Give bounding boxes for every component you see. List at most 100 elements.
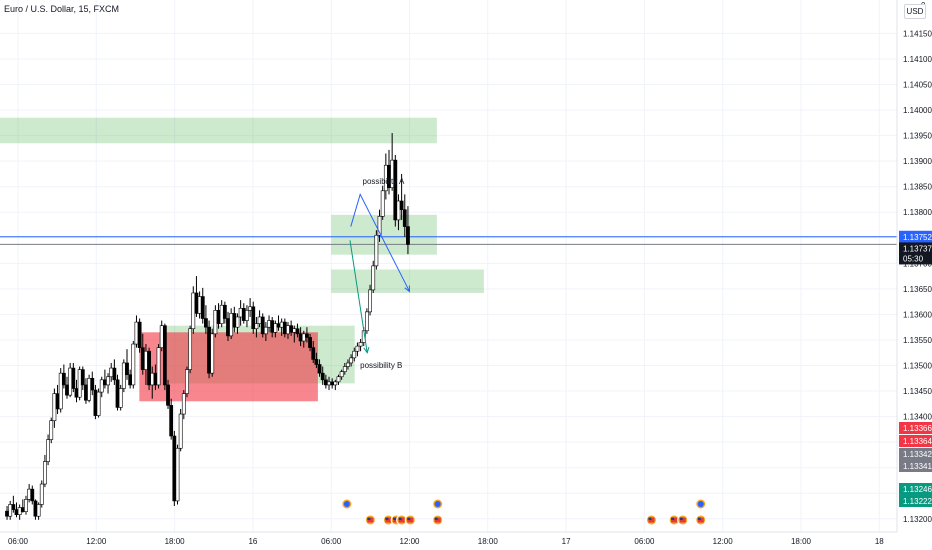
candle-body <box>99 379 104 393</box>
price-tick-label: 1.13450 <box>903 387 932 396</box>
candle-body <box>14 509 19 515</box>
candle-body <box>377 216 382 236</box>
candle-body <box>156 347 161 386</box>
flag-event-icon-canton <box>434 517 438 520</box>
price-tag-label: 1.13342 <box>903 450 932 459</box>
candle-body <box>121 362 126 389</box>
price-tick-label: 1.14050 <box>903 81 932 90</box>
globe-event-icon-inner <box>697 501 704 507</box>
price-tick-label: 1.13650 <box>903 285 932 294</box>
candle-body <box>295 328 300 335</box>
candle-body <box>36 504 41 517</box>
candle-body <box>292 328 297 333</box>
price-tag <box>899 460 932 472</box>
candle-body <box>301 333 306 342</box>
candle-body <box>185 369 189 394</box>
price-tick-label: 1.14100 <box>903 55 932 64</box>
price-tick-label: 1.13850 <box>903 183 932 192</box>
candle-body <box>346 362 350 367</box>
price-tick-label: 1.13900 <box>903 157 932 166</box>
price-tag <box>899 435 932 447</box>
time-tick-label: 18:00 <box>478 537 499 546</box>
candle-body <box>339 371 344 378</box>
candle-body <box>355 345 360 352</box>
candle-body <box>93 389 98 416</box>
green-zone[interactable] <box>331 214 437 255</box>
time-axis[interactable]: 06:00 12:00 18:00 16 06:00 12:00 18:00 17 06:00 1… <box>8 537 884 546</box>
candle-body <box>396 200 401 221</box>
candle-body <box>251 306 256 330</box>
time-tick-label: 17 <box>562 537 571 546</box>
candle-body <box>137 321 142 348</box>
candle-body <box>65 384 69 396</box>
candle-body <box>333 381 338 386</box>
candle-body <box>380 190 385 217</box>
candle-body <box>235 316 240 328</box>
drawing-arrow[interactable] <box>349 240 368 353</box>
candle-body <box>270 320 275 333</box>
candle-body <box>371 265 376 291</box>
candle-body <box>222 304 227 319</box>
candle-body <box>49 420 54 440</box>
zones-layer <box>0 117 484 402</box>
candle-body <box>46 439 50 462</box>
candle-body <box>109 367 114 378</box>
flag-event-icon-canton <box>671 517 675 520</box>
candle-body <box>115 379 120 408</box>
arrow-head <box>363 346 370 354</box>
candle-body <box>140 347 145 370</box>
candle-body <box>30 488 35 502</box>
candle-body <box>52 393 57 421</box>
grid-lines <box>0 0 897 532</box>
flag-event-icon-canton <box>697 517 701 520</box>
flag-event-icon-canton <box>407 517 411 520</box>
candle-body <box>238 307 243 318</box>
annotation-label[interactable]: possibility A <box>363 177 405 186</box>
time-tick-label: 12:00 <box>399 537 420 546</box>
candle-body <box>399 200 404 210</box>
candle-body <box>112 367 117 381</box>
price-tag <box>899 242 932 255</box>
candle-body <box>298 333 303 342</box>
candle-body <box>20 507 25 512</box>
candle-body <box>24 499 28 512</box>
candle-body <box>166 384 170 406</box>
candle-body <box>181 393 186 415</box>
candle-body <box>169 405 174 437</box>
candle-body <box>80 369 85 386</box>
drawing-arrow[interactable] <box>350 193 410 292</box>
green-zone[interactable] <box>331 269 484 293</box>
candle-body <box>68 367 73 396</box>
green-zone[interactable] <box>0 117 437 144</box>
time-tick-label: 12:00 <box>86 537 107 546</box>
candle-body <box>17 507 22 515</box>
price-tag-label: 1.13752 <box>903 233 932 242</box>
time-tick-label: 18 <box>875 537 884 546</box>
candle-body <box>232 313 237 328</box>
candle-body <box>61 372 66 386</box>
candle-body <box>153 372 158 386</box>
price-tick-label: 1.13800 <box>903 208 932 217</box>
candle-body <box>125 362 129 376</box>
candle-body <box>229 313 234 337</box>
candle-body <box>144 350 148 370</box>
candle-body <box>276 323 281 328</box>
candle-body <box>210 333 215 374</box>
price-tick-label: 1.13500 <box>903 362 932 371</box>
candle-body <box>43 461 47 485</box>
globe-event-icon-inner <box>343 501 350 507</box>
annotation-label[interactable]: possibility B <box>360 361 402 370</box>
candle-body <box>162 325 167 386</box>
event-markers-layer <box>341 498 707 526</box>
price-tag-label: 1.13737 <box>903 244 932 253</box>
currency-button[interactable]: USD <box>904 4 926 19</box>
drawing-arrows-layer <box>349 193 411 354</box>
flag-event-icon-canton <box>393 517 397 520</box>
candle-body <box>263 326 268 335</box>
candle-body <box>245 310 249 321</box>
candle-body <box>402 209 407 227</box>
candle-body <box>207 326 211 374</box>
price-tick-label: 1.13200 <box>903 515 932 524</box>
